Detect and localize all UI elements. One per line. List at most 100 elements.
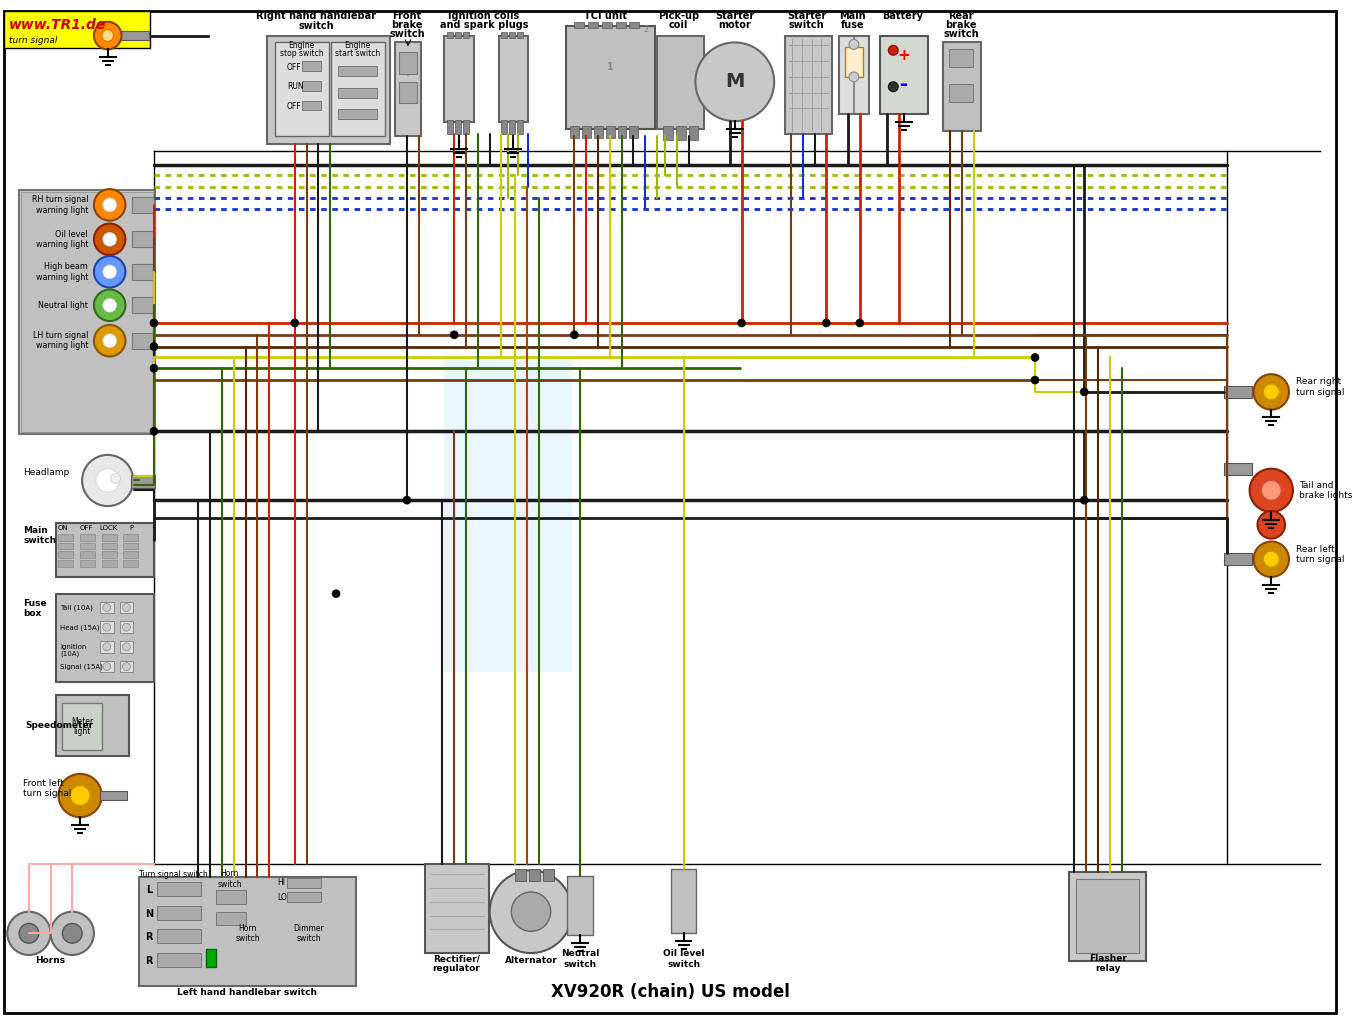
Bar (302, 100, 321, 111)
Bar (510, 120, 515, 134)
Circle shape (50, 911, 94, 955)
Bar (656, 36, 704, 129)
Text: M: M (726, 73, 745, 91)
Circle shape (7, 911, 50, 955)
Bar (56, 695, 129, 756)
Bar (950, 84, 973, 101)
Circle shape (511, 892, 550, 932)
Text: Rear left
turn signal: Rear left turn signal (1296, 545, 1344, 564)
Circle shape (149, 365, 158, 372)
Circle shape (571, 331, 578, 339)
Text: RH turn signal
warning light: RH turn signal warning light (31, 196, 88, 215)
Bar (58, 551, 73, 558)
Bar (338, 67, 378, 76)
Circle shape (489, 870, 572, 953)
Bar (567, 26, 655, 129)
Bar (120, 601, 133, 613)
Text: Alternator: Alternator (504, 956, 557, 966)
Circle shape (58, 774, 102, 817)
Text: coil: coil (669, 19, 689, 30)
Bar (121, 31, 149, 41)
Bar (132, 197, 154, 213)
Circle shape (849, 40, 859, 49)
Circle shape (103, 603, 110, 611)
Circle shape (291, 319, 299, 327)
Bar (120, 660, 133, 673)
Bar (338, 88, 378, 97)
Circle shape (122, 624, 130, 631)
Circle shape (82, 455, 133, 506)
Bar (501, 32, 507, 38)
Text: OFF: OFF (287, 62, 302, 72)
Circle shape (149, 427, 158, 435)
Bar (216, 911, 246, 926)
Text: and spark plugs: and spark plugs (439, 19, 529, 30)
Text: HI: HI (277, 878, 285, 887)
Text: Ignition coils: Ignition coils (448, 11, 519, 20)
Bar (102, 543, 117, 550)
Bar (845, 47, 863, 77)
Bar (582, 126, 591, 138)
Bar (400, 52, 417, 74)
Bar (594, 126, 603, 138)
Circle shape (849, 72, 859, 82)
Bar (616, 22, 625, 28)
Bar (287, 892, 321, 902)
Circle shape (1080, 388, 1089, 396)
Text: 1: 1 (607, 62, 614, 72)
Bar (950, 49, 973, 67)
Text: OFF: OFF (79, 524, 92, 530)
Bar (156, 906, 201, 920)
Text: Signal (15A): Signal (15A) (60, 664, 103, 670)
Bar (1224, 553, 1252, 565)
Bar (881, 36, 928, 115)
Bar (518, 120, 523, 134)
Circle shape (738, 319, 746, 327)
Bar (132, 333, 154, 348)
Text: Starter: Starter (787, 11, 826, 20)
Circle shape (822, 319, 830, 327)
Text: Ignition
(10A): Ignition (10A) (60, 644, 87, 657)
Circle shape (103, 265, 117, 279)
Bar (58, 534, 73, 541)
Text: Horns: Horns (35, 956, 65, 966)
Circle shape (1253, 374, 1288, 410)
Bar (395, 42, 421, 136)
Circle shape (149, 343, 158, 350)
Bar (542, 869, 553, 882)
Bar (132, 297, 154, 313)
Circle shape (450, 331, 458, 339)
Bar (156, 882, 201, 896)
Circle shape (103, 643, 110, 651)
Bar (124, 543, 139, 550)
Bar (156, 930, 201, 943)
Bar (1076, 880, 1139, 953)
Circle shape (103, 232, 117, 246)
Circle shape (1264, 551, 1279, 567)
Bar (124, 534, 139, 541)
Bar (275, 42, 329, 136)
Bar (671, 869, 696, 933)
Bar (4, 11, 149, 48)
Bar (663, 126, 673, 140)
Text: RUN: RUN (287, 82, 303, 91)
Text: Engine: Engine (345, 41, 371, 50)
Bar (588, 22, 598, 28)
Circle shape (1031, 376, 1040, 384)
Circle shape (1031, 353, 1040, 361)
Text: N: N (145, 908, 154, 919)
Text: Headlamp: Headlamp (23, 468, 69, 477)
Bar (606, 126, 614, 138)
Bar (99, 641, 114, 652)
Circle shape (96, 469, 120, 493)
Text: +: + (898, 48, 911, 62)
Bar (124, 551, 139, 558)
Bar (424, 864, 489, 953)
Bar (617, 126, 626, 138)
Text: Battery: Battery (882, 11, 923, 20)
Text: L: L (145, 885, 152, 895)
Bar (943, 42, 981, 131)
Bar (120, 622, 133, 633)
Circle shape (1253, 542, 1288, 577)
Bar (515, 869, 526, 882)
